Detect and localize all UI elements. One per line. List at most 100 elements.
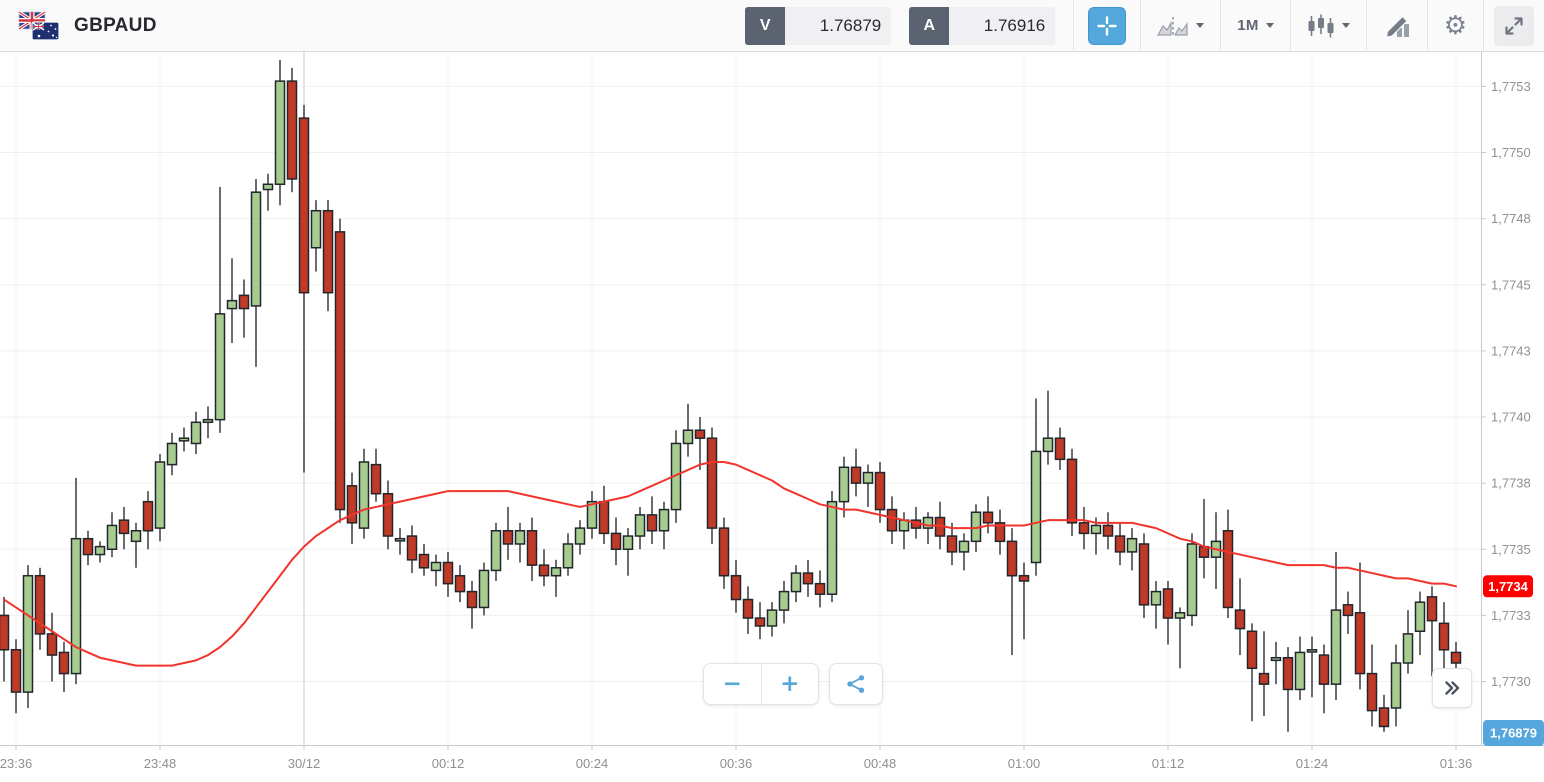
candle-up	[1294, 651, 1306, 691]
fullscreen-button[interactable]	[1484, 0, 1544, 52]
y-axis-label: 1,7745	[1491, 277, 1531, 292]
y-axis-label: 1,7733	[1491, 608, 1531, 623]
candle-up	[574, 527, 586, 545]
candle-down	[1018, 574, 1030, 582]
candle-down	[454, 574, 466, 593]
candle-up	[766, 609, 778, 627]
candle-down	[646, 514, 658, 532]
share-button[interactable]	[829, 663, 883, 705]
candle-down	[886, 508, 898, 532]
candle-up	[166, 442, 178, 466]
candle-up	[154, 461, 166, 529]
candle-down	[466, 590, 478, 609]
candle-up	[634, 514, 646, 537]
candle-down	[1234, 609, 1246, 630]
candle-up	[1186, 543, 1198, 617]
sell-price-badge	[1483, 720, 1544, 746]
candle-down	[322, 209, 334, 294]
candle-up	[682, 429, 694, 445]
candle-up	[658, 508, 670, 532]
candle-down	[46, 633, 58, 656]
candle-down	[1450, 651, 1462, 664]
chevron-down-icon	[1196, 23, 1205, 28]
candle-up	[622, 535, 634, 551]
timeframe-label: 1M	[1237, 17, 1259, 34]
candle-down	[34, 574, 46, 635]
zoom-out-button[interactable]: −	[704, 664, 761, 704]
candle-up	[958, 540, 970, 553]
compare-charts-button[interactable]	[1141, 0, 1220, 52]
x-axis-label: 00:48	[864, 756, 897, 771]
last-price-badge-label: 1,7734	[1488, 579, 1529, 594]
toolbar-divider	[1289, 0, 1291, 52]
compare-charts-icon	[1157, 16, 1188, 36]
candle-down	[538, 564, 550, 577]
zoom-in-button[interactable]: +	[762, 664, 819, 704]
chevron-down-icon	[1265, 23, 1274, 28]
sell-price: 1.76879	[785, 6, 892, 45]
buy-quote-button[interactable]: A 1.76916	[909, 6, 1056, 45]
candle-up	[94, 545, 106, 556]
candle-down	[1258, 672, 1270, 685]
candle-down	[406, 535, 418, 561]
candle-up	[826, 500, 838, 595]
candle-down	[1114, 535, 1126, 553]
candle-down	[58, 651, 70, 675]
candle-up	[838, 466, 850, 503]
candle-down	[754, 617, 766, 627]
y-axis-label: 1,7730	[1491, 674, 1531, 689]
gear-icon: ⚙	[1443, 10, 1467, 41]
x-axis-label: 00:24	[576, 756, 609, 771]
buy-badge: A	[909, 6, 950, 45]
candle-down	[946, 535, 958, 553]
sell-price-badge-label: 1,76879	[1490, 726, 1537, 741]
uk-australia-flags-icon	[18, 10, 60, 41]
candle-up	[394, 537, 406, 542]
sell-quote-button[interactable]: V 1.76879	[745, 6, 892, 45]
candlestick-style-icon	[1308, 14, 1334, 37]
candle-up	[358, 461, 370, 529]
candle-down	[82, 537, 94, 556]
crosshair-tool-button[interactable]	[1088, 6, 1127, 45]
candle-up	[1174, 611, 1186, 619]
candle-up	[190, 421, 202, 445]
settings-button[interactable]: ⚙	[1428, 0, 1483, 52]
candle-down	[874, 471, 886, 511]
candle-up	[1270, 656, 1282, 662]
chevron-down-icon	[1341, 23, 1350, 28]
toolbar-divider	[1365, 0, 1367, 52]
candle-down	[1054, 437, 1066, 461]
candle-down	[346, 485, 358, 524]
y-axis-label: 1,7750	[1491, 145, 1531, 160]
candle-down	[526, 530, 538, 566]
candle-up	[274, 80, 286, 186]
candle-down	[706, 437, 718, 529]
collapse-panel-button[interactable]	[1432, 668, 1472, 708]
candle-down	[1318, 654, 1330, 685]
candle-up	[202, 418, 214, 424]
candle-up	[430, 561, 442, 572]
candle-up	[130, 530, 142, 543]
zoom-controls: − +	[703, 663, 819, 705]
candle-down	[610, 532, 622, 551]
x-axis-label: 00:12	[432, 756, 465, 771]
candle-up	[514, 530, 526, 545]
candle-down	[418, 553, 430, 569]
timeframe-dropdown[interactable]: 1M	[1221, 0, 1289, 52]
uk-flag-icon	[18, 10, 46, 30]
price-chart-canvas[interactable]: 1,7753 1,7750 1,7748 1,7745 1,7743 1,7740 1,77…	[0, 52, 1544, 782]
candle-down	[742, 598, 754, 619]
candle-down	[814, 582, 826, 595]
candle-down	[502, 530, 514, 545]
drawing-tools-button[interactable]	[1367, 0, 1427, 52]
candle-up	[562, 543, 574, 569]
chart-style-dropdown[interactable]	[1291, 0, 1366, 52]
candle-up	[550, 567, 562, 577]
moving-average-line	[3, 460, 1457, 667]
toolbar-divider	[1426, 0, 1428, 52]
candle-down	[1222, 530, 1234, 609]
candle-down	[1162, 588, 1174, 619]
instrument-symbol: GBPAUD	[74, 14, 157, 36]
toolbar-divider	[1073, 0, 1075, 52]
